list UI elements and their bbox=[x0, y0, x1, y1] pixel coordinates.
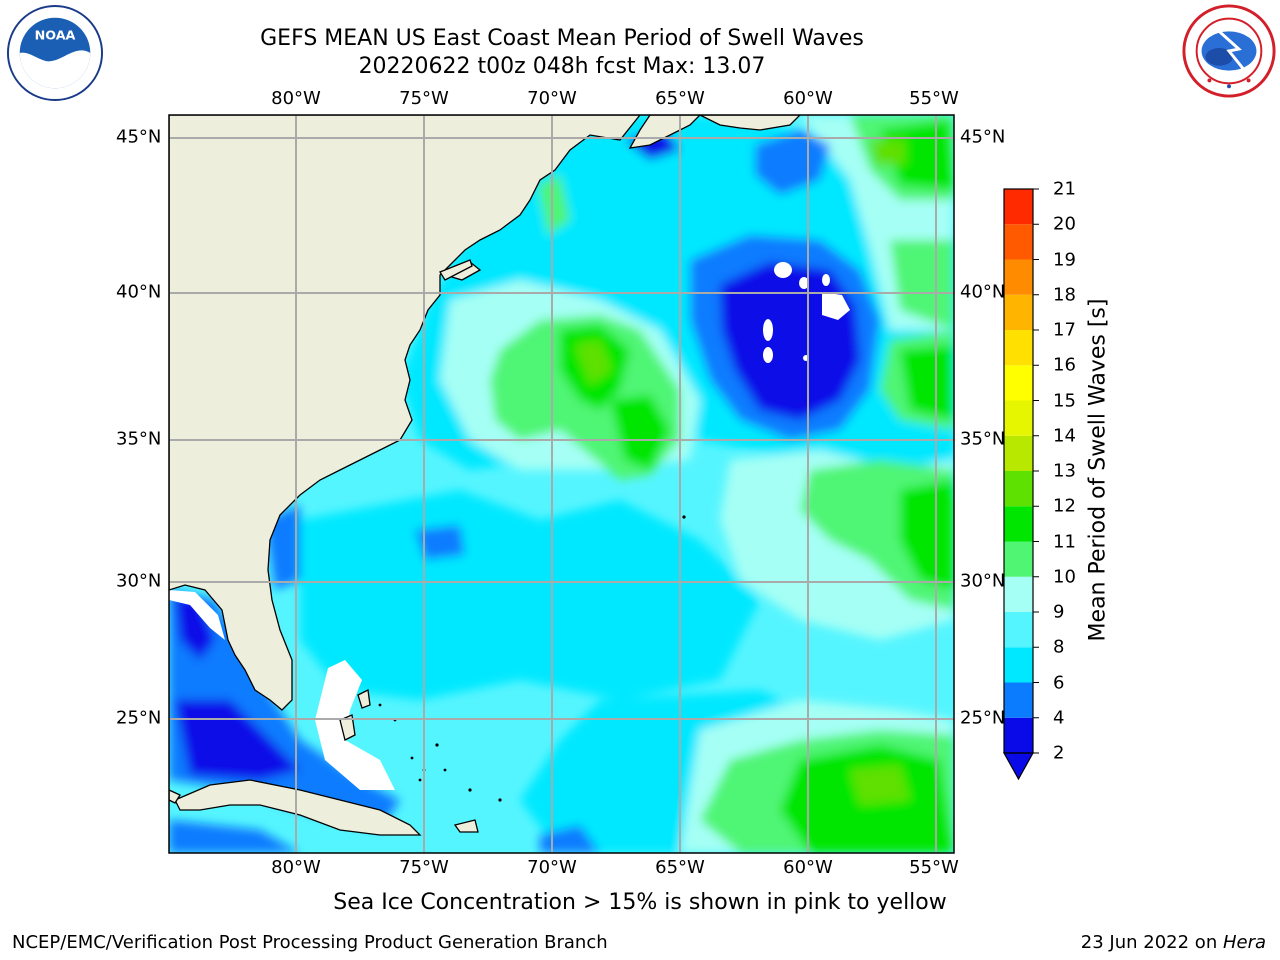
lat-tick-left: 35°N bbox=[116, 428, 162, 450]
lon-tick-bottom: 75°W bbox=[399, 857, 449, 878]
lon-tick-top: 70°W bbox=[527, 88, 577, 109]
footer-credit: NCEP/EMC/Verification Post Processing Pr… bbox=[12, 932, 608, 953]
contour-4s bbox=[415, 525, 465, 560]
lon-tick-bottom: 70°W bbox=[527, 857, 577, 878]
canada-maritimes bbox=[699, 115, 801, 131]
colorbar-tick-label: 16 bbox=[1053, 354, 1076, 376]
colorbar-tick-label: 2 bbox=[1053, 742, 1065, 764]
colorbar-segment bbox=[1004, 612, 1033, 648]
colorbar-segment bbox=[1004, 224, 1033, 260]
colorbar-segment bbox=[1004, 294, 1033, 330]
colorbar-segment bbox=[1004, 506, 1033, 542]
us-east-coast bbox=[169, 115, 641, 711]
noaa-logo: NOAA bbox=[6, 4, 104, 102]
lon-tick-bottom: 60°W bbox=[783, 857, 833, 878]
no-data-patches bbox=[169, 262, 850, 790]
contour-4s bbox=[540, 825, 600, 853]
colorbar-tick-label: 15 bbox=[1053, 390, 1076, 411]
lon-tick-top: 60°W bbox=[783, 88, 833, 109]
colorbar-tick-label: 17 bbox=[1053, 319, 1076, 341]
cuba bbox=[174, 779, 422, 836]
colorbar-segment bbox=[1004, 259, 1033, 295]
lon-tick-top: 75°W bbox=[399, 88, 449, 109]
noaa-logo-text: NOAA bbox=[35, 28, 76, 43]
colorbar-tick-label: 11 bbox=[1053, 531, 1076, 552]
colorbar-segment bbox=[1004, 717, 1033, 753]
colorbar-tick-label: 12 bbox=[1053, 495, 1076, 517]
contour-10s bbox=[890, 240, 954, 330]
contour-11s bbox=[900, 480, 954, 590]
cuba-west bbox=[169, 789, 181, 804]
colorbar-tick-label: 18 bbox=[1053, 284, 1076, 306]
contour-12s bbox=[850, 765, 910, 805]
land bbox=[169, 115, 801, 836]
lat-tick-left: 25°N bbox=[116, 707, 162, 729]
colorbar-tick-label: 9 bbox=[1053, 601, 1065, 623]
graticule bbox=[169, 115, 954, 853]
hispaniola-hint bbox=[453, 819, 479, 833]
lon-tick-bottom: 65°W bbox=[655, 857, 705, 878]
colorbar-label: Mean Period of Swell Waves [s] bbox=[1085, 298, 1111, 642]
lat-tick-right: 40°N bbox=[960, 281, 1006, 303]
long-island bbox=[439, 259, 473, 281]
colorbar-tick-label: 10 bbox=[1053, 566, 1076, 588]
colorbar-segment bbox=[1004, 471, 1033, 507]
colorbar-segment bbox=[1004, 365, 1033, 401]
lat-tick-left: 30°N bbox=[116, 570, 162, 592]
lat-tick-right: 30°N bbox=[960, 570, 1006, 592]
chart-title: GEFS MEAN US East Coast Mean Period of S… bbox=[260, 26, 864, 51]
colorbar-segment bbox=[1004, 541, 1033, 577]
colorbar-tick-label: 14 bbox=[1053, 425, 1076, 447]
colorbar-tick-label: 4 bbox=[1053, 707, 1065, 729]
lat-tick-right: 25°N bbox=[960, 707, 1006, 729]
bahamas-abaco bbox=[357, 689, 371, 709]
colorbar-tick-label: 13 bbox=[1053, 460, 1076, 482]
contour-12s bbox=[575, 340, 612, 385]
contour-4s bbox=[169, 820, 300, 853]
lon-tick-bottom: 80°W bbox=[271, 857, 321, 878]
sea-ice-note: Sea Ice Concentration > 15% is shown in … bbox=[333, 890, 947, 915]
map-frame bbox=[168, 114, 955, 854]
colorbar-extend-min bbox=[1002, 752, 1035, 781]
nws-logo bbox=[1181, 3, 1277, 99]
bahamas-andros bbox=[339, 714, 356, 741]
contour-2s bbox=[175, 595, 215, 660]
colorbar-segment bbox=[1004, 330, 1033, 366]
colorbar-tick-label: 8 bbox=[1053, 636, 1065, 658]
colorbar-segment bbox=[1004, 400, 1033, 436]
lat-tick-left: 45°N bbox=[116, 126, 162, 148]
contour-11s bbox=[900, 345, 954, 420]
colorbar-segment bbox=[1004, 435, 1033, 471]
colorbar-tick-label: 6 bbox=[1053, 672, 1065, 693]
footer-machine: Hera bbox=[1222, 932, 1266, 953]
lat-tick-right: 45°N bbox=[960, 126, 1006, 148]
nova-scotia bbox=[628, 115, 701, 149]
contour-4s bbox=[755, 130, 830, 195]
colorbar-tick-label: 21 bbox=[1053, 178, 1076, 200]
lat-tick-right: 35°N bbox=[960, 428, 1006, 450]
lat-tick-left: 40°N bbox=[116, 281, 162, 303]
colorbar-segment bbox=[1004, 576, 1033, 612]
chart-subtitle: 20220622 t00z 048h fcst Max: 13.07 bbox=[358, 54, 766, 79]
contour-12s bbox=[870, 140, 905, 165]
contour-10s bbox=[538, 175, 570, 235]
colorbar-tick-label: 19 bbox=[1053, 249, 1076, 270]
footer-date-text: 23 Jun 2022 on bbox=[1080, 932, 1223, 953]
contour-11s bbox=[610, 395, 670, 470]
lon-tick-bottom: 55°W bbox=[909, 857, 959, 878]
footer-date: 23 Jun 2022 on Hera bbox=[1081, 932, 1266, 953]
lon-tick-top: 65°W bbox=[655, 88, 705, 109]
colorbar-segment bbox=[1004, 682, 1033, 718]
lon-tick-top: 80°W bbox=[271, 88, 321, 109]
colorbar-tick-label: 20 bbox=[1053, 213, 1076, 235]
contour-6s bbox=[300, 490, 760, 700]
lon-tick-top: 55°W bbox=[909, 88, 959, 109]
colorbar-segment bbox=[1004, 189, 1033, 225]
colorbar-segment bbox=[1004, 647, 1033, 683]
